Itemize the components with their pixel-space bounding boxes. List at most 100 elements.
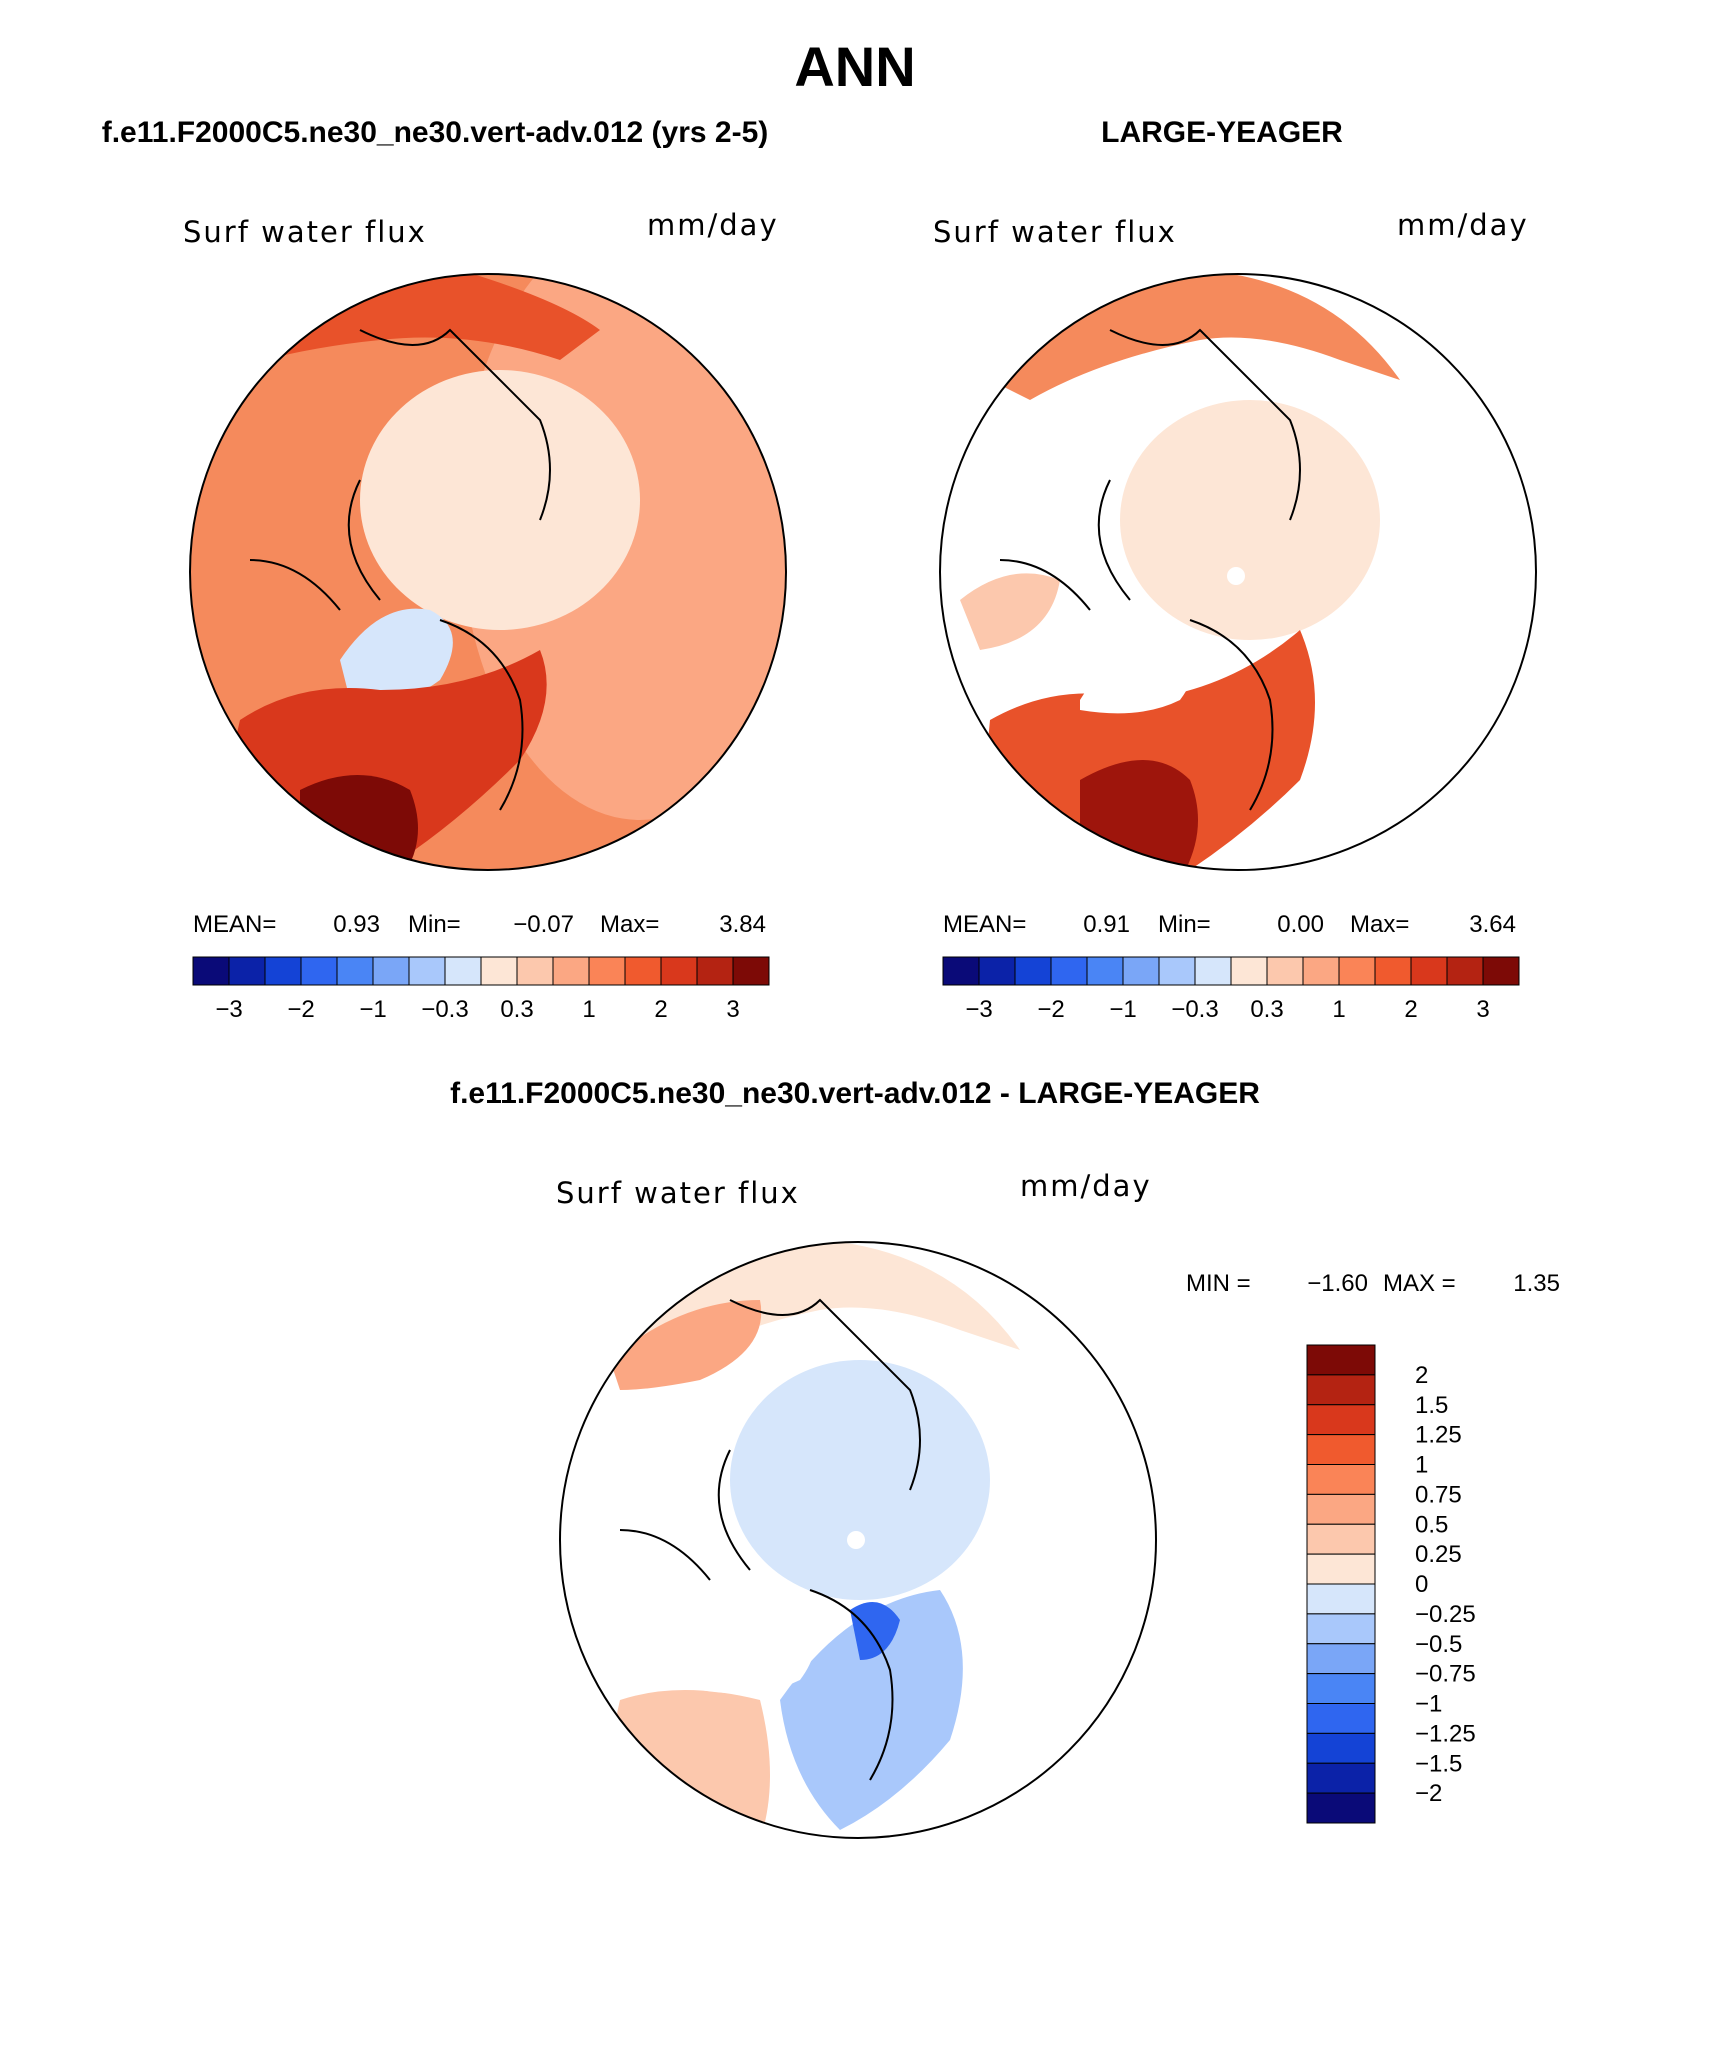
colorbar-swatch <box>372 956 410 986</box>
colorbar-swatch <box>192 956 230 986</box>
polar-map <box>560 1242 1156 1838</box>
max-label: Max= <box>1350 911 1409 938</box>
colorbar-swatch <box>1306 1404 1376 1436</box>
colorbar-ticks: −3 −2 −1 −0.3 0.3 1 2 3 <box>965 996 1489 1023</box>
map-border <box>189 273 787 871</box>
colorbar-swatch <box>1158 956 1196 986</box>
pole-hole <box>847 1531 865 1549</box>
mean-label: MEAN= <box>943 911 1026 938</box>
map-field-pacific <box>610 1242 1020 1380</box>
colorbar-ticks: 21.51.2510.750.50.250−0.25−0.5−0.75−1−1.… <box>1415 1362 1476 1807</box>
colorbar-swatch <box>516 956 554 986</box>
min-label: Min= <box>1158 911 1211 938</box>
colorbar-swatch <box>1306 1673 1376 1704</box>
map-field-arctic <box>730 1360 990 1600</box>
mean-value: 0.93 <box>333 911 380 938</box>
colorbar-swatch <box>1306 1583 1376 1615</box>
map-field-atlantic-core <box>300 775 418 870</box>
colorbar-tick-label: −1.5 <box>1415 1750 1462 1777</box>
pole-hole <box>1227 567 1245 585</box>
panel-obs: LARGE-YEAGER Surf water flux mm/day MEAN… <box>933 116 1537 1023</box>
colorbar-tick-label: −0.3 <box>421 996 468 1023</box>
max-label: MAX = <box>1383 1270 1456 1297</box>
colorbar-tick-label: 0.25 <box>1415 1541 1462 1568</box>
max-label: Max= <box>600 911 659 938</box>
colorbar-swatch <box>1122 956 1160 986</box>
colorbar-swatch <box>408 956 446 986</box>
units-label: mm/day <box>647 208 779 242</box>
colorbar-swatch <box>300 956 338 986</box>
panel-title: LARGE-YEAGER <box>1101 116 1343 149</box>
colorbar-tick-label: −0.25 <box>1415 1601 1476 1628</box>
colorbar-swatch <box>1306 1732 1376 1764</box>
map-field-pacific-pos <box>610 1300 762 1390</box>
colorbar <box>192 956 770 986</box>
panel-title: f.e11.F2000C5.ne30_ne30.vert-adv.012 (yr… <box>102 116 769 149</box>
map-border <box>939 273 1537 871</box>
map-field-greenland <box>700 1608 815 1694</box>
polar-map <box>940 274 1536 870</box>
min-value: 0.00 <box>1277 911 1324 938</box>
colorbar-tick-label: −1 <box>1415 1691 1442 1718</box>
colorbar-swatch <box>942 956 980 986</box>
colorbar-swatch <box>480 956 518 986</box>
colorbar-tick-label: 0.5 <box>1415 1511 1448 1538</box>
colorbar-swatch <box>732 956 770 986</box>
colorbar-swatch <box>978 956 1016 986</box>
colorbar-swatch <box>1230 956 1268 986</box>
colorbar-swatch <box>444 956 482 986</box>
colorbar-tick-label: −3 <box>965 996 992 1023</box>
colorbar-tick-label: 2 <box>1404 996 1417 1023</box>
colorbar-tick-label: −1.25 <box>1415 1720 1476 1747</box>
colorbar-swatch <box>1086 956 1124 986</box>
colorbar-swatch <box>660 956 698 986</box>
colorbar-swatch <box>1306 1613 1376 1645</box>
map-border <box>559 1241 1157 1839</box>
max-value: 3.64 <box>1469 911 1516 938</box>
stats-line: MEAN= 0.91 Min= 0.00 Max= 3.64 <box>943 911 1516 938</box>
colorbar-tick-label: −1 <box>359 996 386 1023</box>
colorbar-tick-label: 1 <box>582 996 595 1023</box>
colorbar-tick-label: 3 <box>726 996 739 1023</box>
max-value: 3.84 <box>719 911 766 938</box>
map-field-greenland <box>1080 628 1195 714</box>
colorbar-swatch <box>588 956 626 986</box>
colorbar-tick-label: 0 <box>1415 1571 1428 1598</box>
colorbar-tick-label: 0.3 <box>1250 996 1283 1023</box>
colorbar-swatch <box>1306 1374 1376 1406</box>
colorbar-tick-label: 1.25 <box>1415 1422 1462 1449</box>
min-value: −1.60 <box>1307 1270 1368 1297</box>
colorbar <box>942 956 1520 986</box>
max-value: 1.35 <box>1513 1270 1560 1297</box>
colorbar-swatch <box>1446 956 1484 986</box>
colorbar-tick-label: 0.3 <box>500 996 533 1023</box>
colorbar-swatch <box>1306 1553 1376 1585</box>
panel-model: f.e11.F2000C5.ne30_ne30.vert-adv.012 (yr… <box>102 116 787 1023</box>
colorbar-swatch <box>552 956 590 986</box>
colorbar <box>1306 1344 1376 1824</box>
min-label: Min= <box>408 911 461 938</box>
colorbar-tick-label: 1 <box>1415 1452 1428 1479</box>
colorbar-swatch <box>1306 1344 1376 1376</box>
units-label: mm/day <box>1020 1169 1152 1203</box>
variable-label: Surf water flux <box>556 1176 800 1210</box>
colorbar-tick-label: −0.75 <box>1415 1661 1476 1688</box>
colorbar-swatch <box>1014 956 1052 986</box>
mean-value: 0.91 <box>1083 911 1130 938</box>
colorbar-tick-label: 1.5 <box>1415 1392 1448 1419</box>
min-value: −0.07 <box>513 911 574 938</box>
colorbar-swatch <box>1306 1792 1376 1824</box>
colorbar-swatch <box>1374 956 1412 986</box>
colorbar-tick-label: 2 <box>654 996 667 1023</box>
colorbar-tick-label: −0.5 <box>1415 1631 1462 1658</box>
coastlines <box>249 328 551 811</box>
colorbar-swatch <box>228 956 266 986</box>
map-field-arctic <box>360 370 640 630</box>
map-field-atlantic-neg-core <box>850 1602 900 1660</box>
colorbar-swatch <box>264 956 302 986</box>
colorbar-tick-label: −1 <box>1109 996 1136 1023</box>
min-label: MIN = <box>1186 1270 1251 1297</box>
colorbar-swatch <box>336 956 374 986</box>
colorbar-tick-label: −2 <box>287 996 314 1023</box>
